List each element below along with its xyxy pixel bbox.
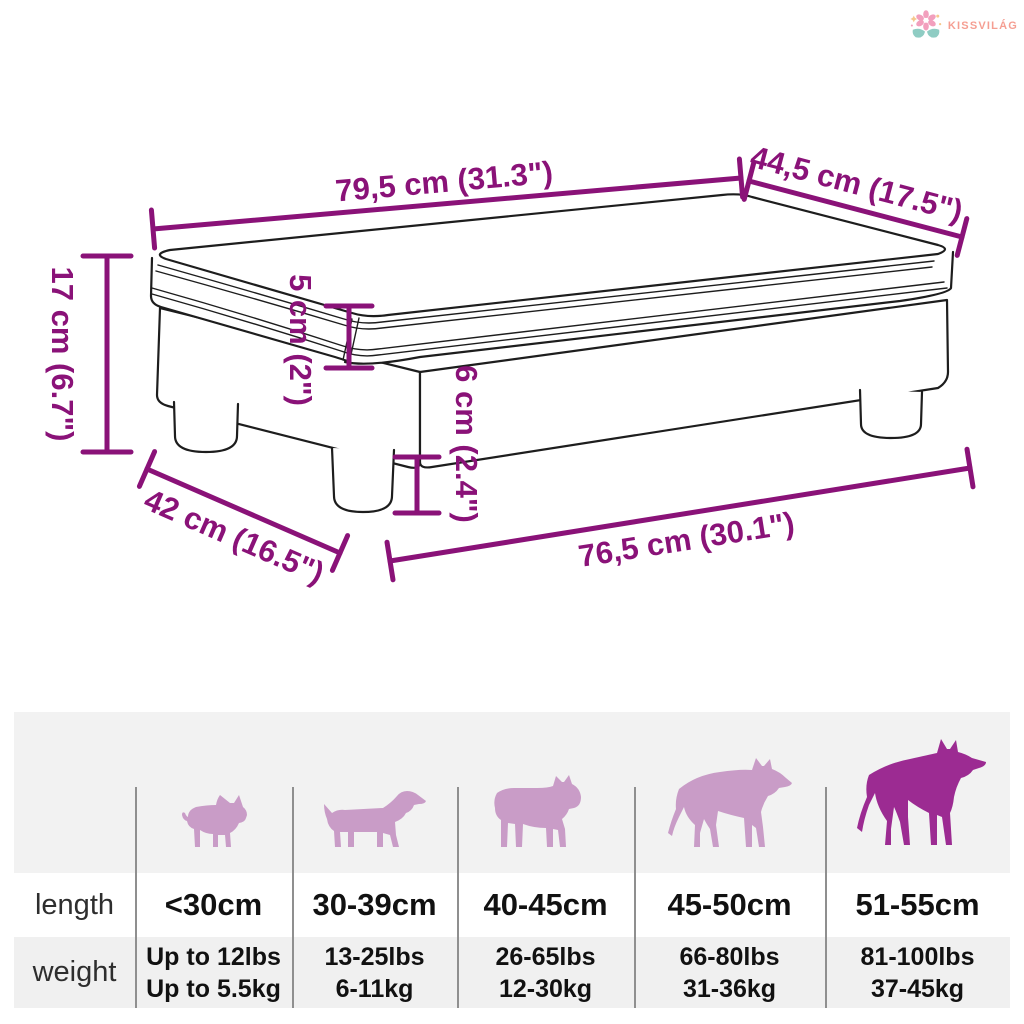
length-cell-1: <30cm — [135, 873, 292, 937]
weight-cell-4: 66-80lbs 31-36kg — [634, 937, 825, 1008]
dim-leg-height: 6 cm (2.4") — [449, 365, 484, 523]
weight-row-header: weight — [14, 937, 135, 1008]
dog-cell-2 — [292, 712, 457, 873]
dog-cell-1 — [135, 712, 292, 873]
chihuahua-icon — [181, 795, 247, 847]
weight-cell-2: 13-25lbs 6-11kg — [292, 937, 457, 1008]
column-divider — [457, 787, 459, 1008]
column-divider — [825, 787, 827, 1008]
dachshund-icon — [324, 791, 426, 847]
length-cell-2: 30-39cm — [292, 873, 457, 937]
length-row-header: length — [14, 873, 135, 937]
brand-name: KISSVILÁG — [947, 20, 1018, 32]
dog-size-chart: length <30cm 30-39cm 40-45cm 45-50cm 51-… — [14, 712, 1010, 1008]
dog-cell-5 — [825, 712, 1010, 873]
length-cell-4: 45-50cm — [634, 873, 825, 937]
weight-cell-3: 26-65lbs 12-30kg — [457, 937, 634, 1008]
dog-cell-3 — [457, 712, 634, 873]
weight-cell-1: Up to 12lbs Up to 5.5kg — [135, 937, 292, 1008]
column-divider — [135, 787, 137, 1008]
brand-logo: KISSVILÁG — [909, 10, 1018, 42]
size-chart-grid: length <30cm 30-39cm 40-45cm 45-50cm 51-… — [14, 712, 1010, 1008]
sofa-leg-right — [858, 388, 924, 440]
dimension-lines — [80, 156, 976, 583]
dim-top-length: 79,5 cm (31.3") — [334, 155, 554, 209]
bull-terrier-icon — [493, 775, 581, 847]
sofa-line-drawing — [149, 193, 955, 514]
great-dane-icon — [857, 739, 986, 845]
size-chart-corner-cell — [14, 712, 135, 873]
weight-label: weight — [32, 956, 117, 988]
german-shepherd-icon — [667, 758, 792, 847]
pet-sofa-dimension-diagram: 79,5 cm (31.3") 44,5 cm (17.5") 17 cm (6… — [45, 139, 976, 591]
length-cell-5: 51-55cm — [825, 873, 1010, 937]
sofa-base-right-face — [418, 298, 950, 469]
sofa-leg-left — [172, 400, 240, 454]
column-divider — [292, 787, 294, 1008]
flower-logo-icon — [910, 10, 942, 38]
weight-cell-5: 81-100lbs 37-45kg — [825, 937, 1010, 1008]
dog-cell-4 — [634, 712, 825, 873]
dim-total-height: 17 cm (6.7") — [45, 267, 80, 442]
column-divider — [634, 787, 636, 1008]
length-cell-3: 40-45cm — [457, 873, 634, 937]
dim-cushion-height: 5 cm (2") — [283, 274, 318, 406]
sofa-leg-front — [330, 446, 396, 514]
length-label: length — [34, 888, 114, 921]
